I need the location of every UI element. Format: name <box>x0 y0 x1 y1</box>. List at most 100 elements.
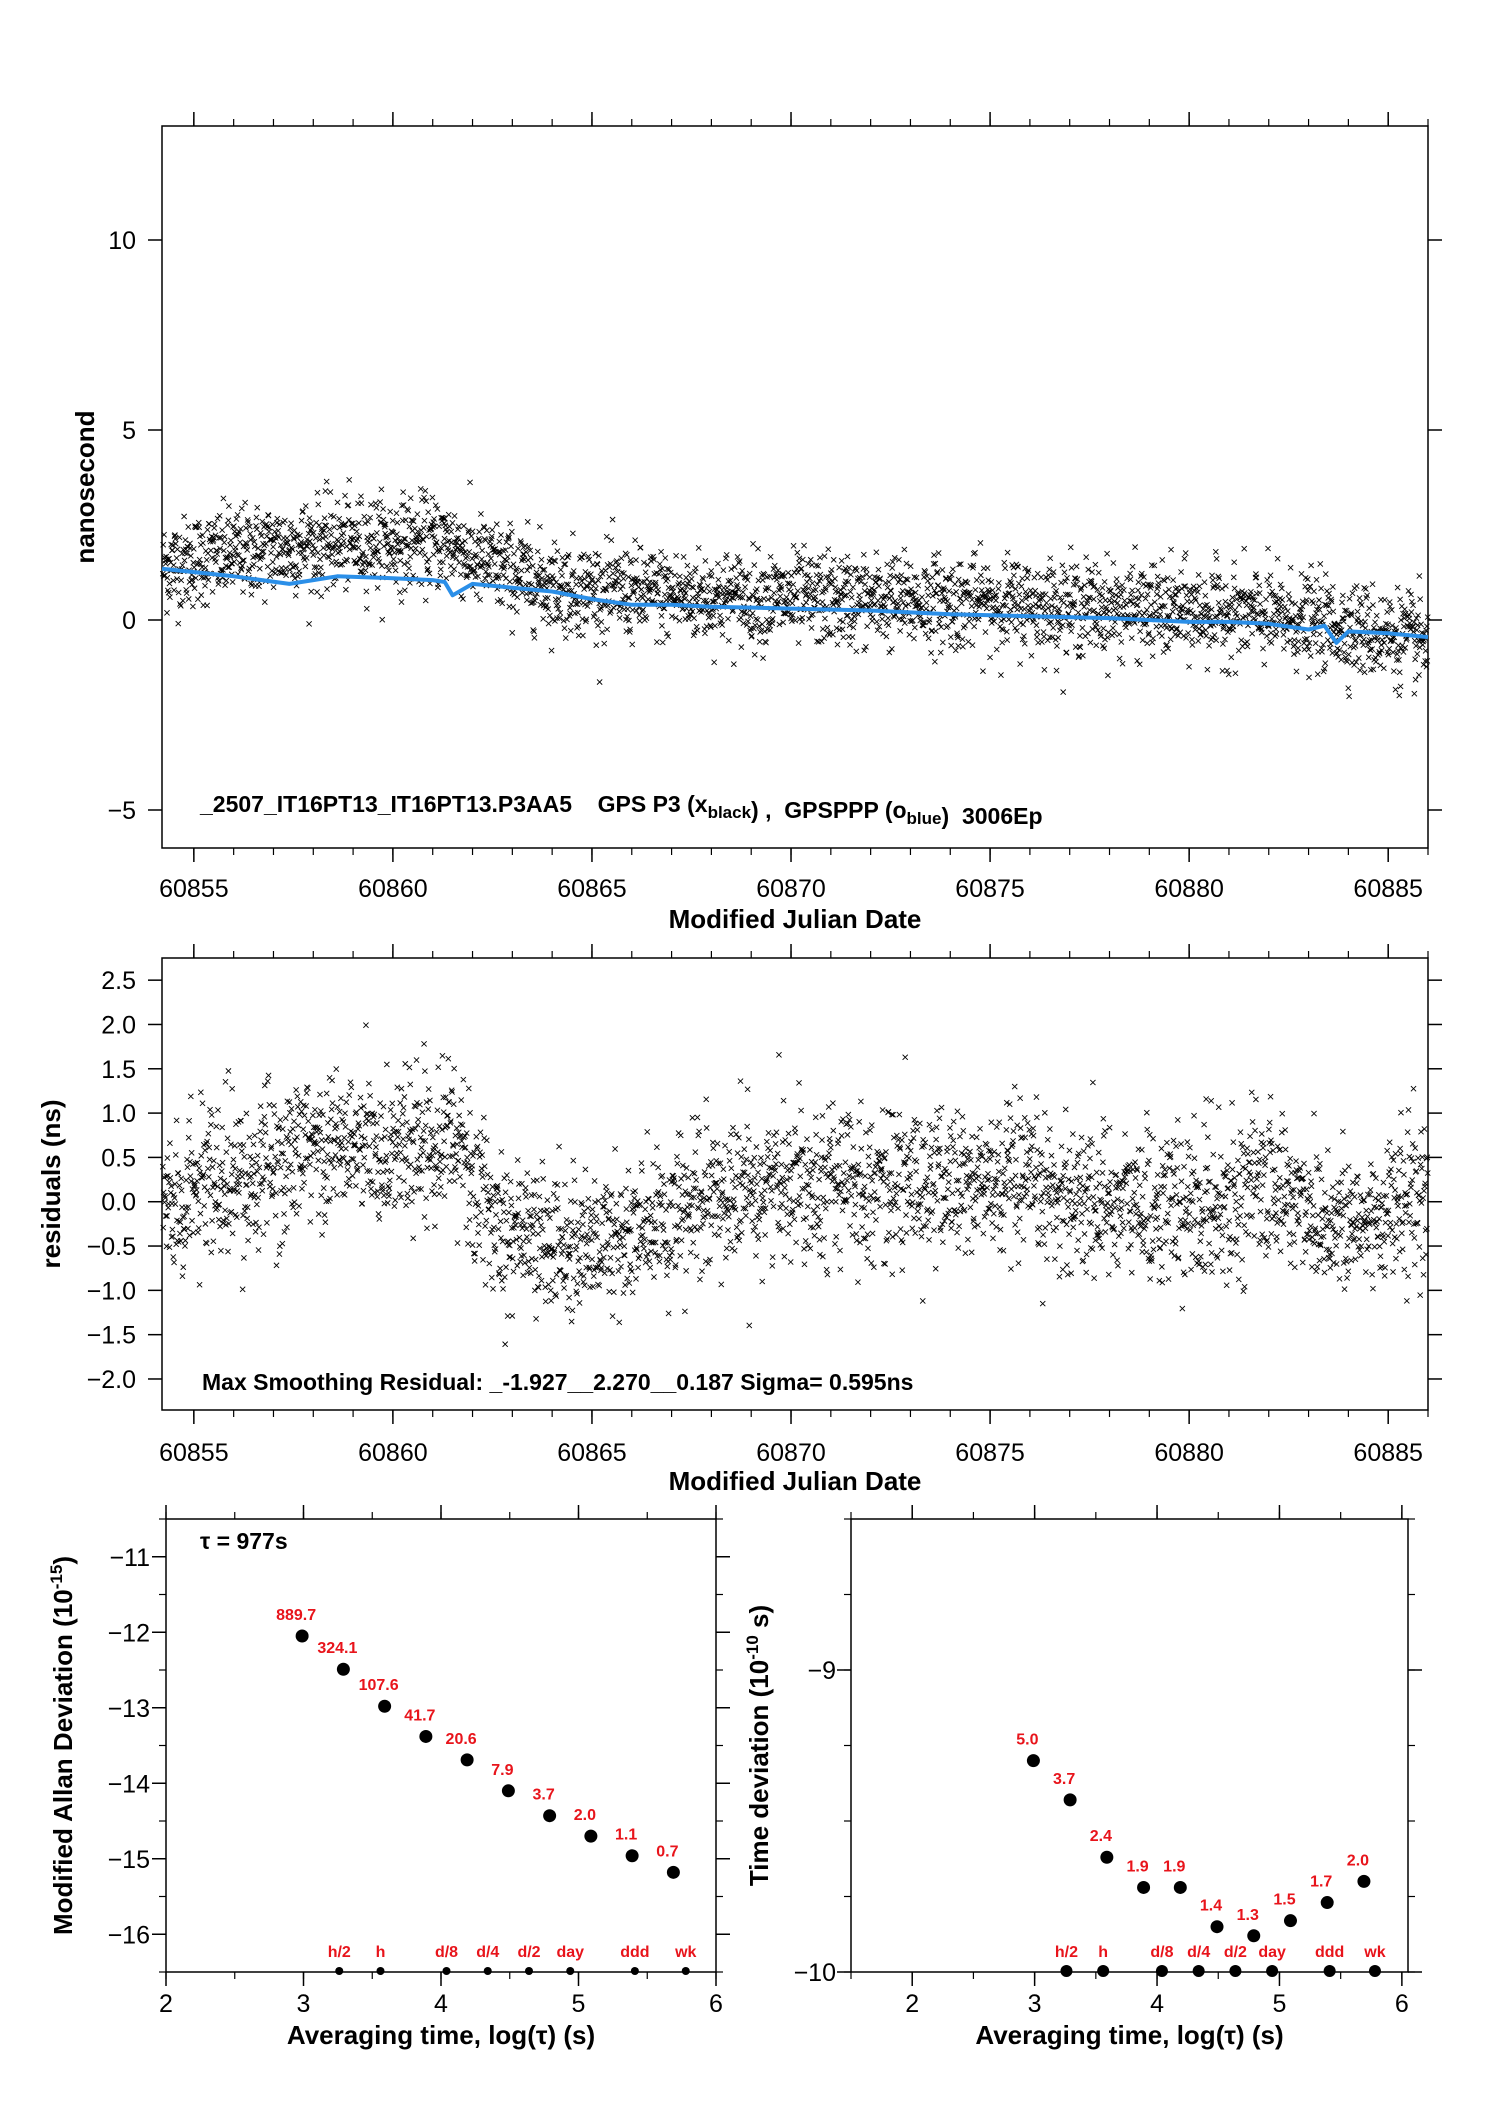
data-point <box>317 1129 324 1136</box>
data-point <box>221 539 228 546</box>
data-point <box>1185 630 1192 637</box>
data-point <box>663 1207 670 1213</box>
data-point <box>823 574 830 580</box>
data-point <box>1372 619 1378 626</box>
data-point <box>667 569 674 576</box>
data-point <box>328 1106 335 1113</box>
data-point <box>271 1102 277 1109</box>
data-point <box>643 615 650 622</box>
data-point <box>1135 579 1142 586</box>
data-point <box>401 587 408 594</box>
data-point <box>746 570 753 577</box>
data-point <box>739 567 746 574</box>
data-point <box>716 1203 723 1210</box>
data-point <box>625 1167 632 1174</box>
x-tick-label: 60860 <box>358 875 428 903</box>
data-point <box>538 556 545 563</box>
data-point <box>486 572 493 578</box>
data-point <box>1326 609 1333 616</box>
data-point <box>523 597 530 604</box>
x-axis-label: Modified Julian Date <box>669 904 922 934</box>
data-point <box>819 1137 825 1143</box>
data-point <box>171 1259 178 1266</box>
data-point <box>579 1201 585 1208</box>
data-point <box>424 567 431 574</box>
data-point <box>664 630 670 637</box>
data-point <box>329 1100 336 1107</box>
data-point <box>208 1249 215 1256</box>
data-point <box>307 538 313 545</box>
data-point <box>261 1082 268 1089</box>
data-point <box>465 572 471 579</box>
data-point <box>503 1172 510 1179</box>
data-point <box>198 592 205 599</box>
data-point <box>580 551 587 558</box>
data-point <box>794 587 801 594</box>
data-point <box>658 612 665 619</box>
data-point <box>554 1205 561 1211</box>
data-point <box>744 1123 751 1130</box>
data-point <box>1370 602 1376 608</box>
data-point <box>1095 610 1102 617</box>
data-point <box>361 1154 368 1161</box>
data-point <box>869 1230 876 1237</box>
data-point <box>1405 588 1412 594</box>
data-point <box>488 1274 495 1281</box>
data-point <box>1206 642 1213 649</box>
data-point <box>400 1104 407 1111</box>
data-point <box>196 524 203 531</box>
data-point <box>562 1181 568 1188</box>
data-point <box>508 528 515 535</box>
data-point <box>495 574 502 581</box>
data-point <box>717 1225 723 1232</box>
data-point <box>771 589 777 596</box>
data-point <box>488 533 495 540</box>
data-point <box>1028 652 1035 659</box>
data-point <box>1381 596 1388 603</box>
data-point <box>326 526 333 533</box>
data-point <box>729 1178 736 1185</box>
data-point <box>952 581 958 588</box>
data-point <box>259 1187 266 1194</box>
data-point <box>181 513 188 520</box>
data-point <box>1304 576 1311 583</box>
data-point <box>727 581 734 588</box>
data-point <box>624 613 631 620</box>
data-point <box>477 596 483 603</box>
data-point <box>534 548 541 555</box>
data-point <box>1007 578 1014 584</box>
data-point <box>411 549 418 556</box>
data-point <box>1195 571 1202 578</box>
data-point <box>315 1157 322 1164</box>
data-point <box>223 555 230 562</box>
data-point <box>346 1182 353 1189</box>
data-point <box>993 646 1000 653</box>
data-point <box>1044 637 1051 644</box>
data-point <box>421 1068 428 1075</box>
data-point <box>1077 632 1083 639</box>
data-point <box>248 580 254 587</box>
data-point <box>573 1243 580 1249</box>
data-point <box>637 544 644 551</box>
data-point <box>1392 686 1399 693</box>
data-point <box>251 1170 257 1177</box>
data-point <box>550 1190 557 1197</box>
x-tick-label: 60875 <box>955 875 1025 903</box>
data-point <box>743 610 750 617</box>
data-point <box>666 566 672 573</box>
data-point <box>564 616 570 623</box>
data-point <box>459 539 466 546</box>
data-point <box>839 618 846 625</box>
data-point <box>883 633 890 640</box>
data-point <box>979 579 986 585</box>
data-point <box>726 1157 733 1164</box>
data-point <box>865 1245 871 1252</box>
data-point <box>790 542 797 549</box>
data-point <box>308 525 315 531</box>
data-point <box>222 1078 229 1085</box>
data-point <box>565 581 572 588</box>
data-point <box>1105 672 1111 679</box>
data-point <box>661 591 668 598</box>
data-point <box>303 1090 310 1096</box>
data-point <box>225 517 232 524</box>
